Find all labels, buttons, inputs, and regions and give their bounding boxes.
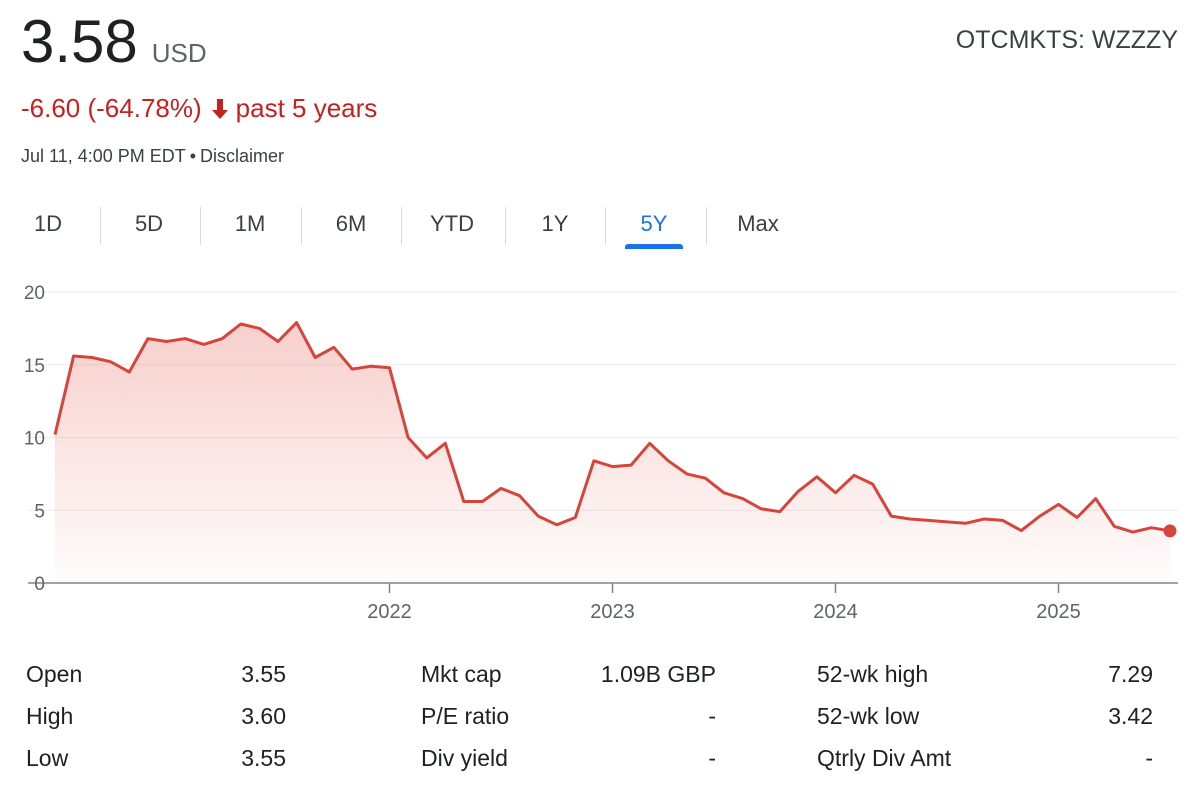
- price-header: 3.58 USD: [21, 12, 207, 72]
- price-area-fill: [55, 322, 1170, 583]
- stat-value-low: 3.55: [241, 745, 286, 771]
- tab-1m[interactable]: 1M: [210, 203, 290, 245]
- price-chart[interactable]: 0 5 10 15 20 2022 2023 2024 2025: [0, 270, 1200, 630]
- tab-5y[interactable]: 5Y: [614, 203, 694, 249]
- x-tick-label: 2022: [367, 601, 412, 623]
- stat-value-52-wk-low: 3.42: [1108, 703, 1153, 729]
- stat-label-qtrly-div-amt: Qtrly Div Amt: [817, 745, 952, 771]
- tab-label: YTD: [430, 211, 474, 236]
- stat-label-open: Open: [26, 661, 83, 687]
- tab-label: Max: [737, 211, 779, 236]
- y-tick-label: 5: [34, 501, 45, 522]
- stat-value-p-e-ratio: -: [708, 703, 716, 729]
- price-change: -6.60 (-64.78%) past 5 years: [21, 93, 377, 124]
- disclaimer-link[interactable]: Disclaimer: [200, 146, 285, 166]
- tab-divider: [301, 207, 302, 245]
- tab-divider: [706, 207, 707, 245]
- price-line: [53, 321, 1171, 534]
- y-tick-label: 10: [24, 429, 45, 450]
- active-tab-indicator: [625, 244, 683, 249]
- quote-timestamp: Jul 11, 4:00 PM EDT • Disclaimer: [21, 146, 284, 167]
- y-tick-label: 20: [24, 283, 45, 304]
- tab-label: 1M: [234, 211, 266, 236]
- arrow-down-icon: [210, 98, 230, 120]
- tab-6m[interactable]: 6M: [311, 203, 391, 245]
- tab-label: 5Y: [640, 211, 668, 236]
- range-tabs: 1D 5D 1M 6M YTD 1Y 5Y Max: [0, 203, 820, 251]
- ticker-symbol: OTCMKTS: WZZZY: [955, 26, 1178, 54]
- x-tick-label: 2023: [590, 601, 635, 623]
- tab-1y[interactable]: 1Y: [515, 203, 595, 245]
- timestamp-text: Jul 11, 4:00 PM EDT: [21, 146, 186, 166]
- stat-label-mkt-cap: Mkt cap: [421, 661, 502, 687]
- separator-dot: •: [189, 146, 197, 166]
- tab-label: 6M: [335, 211, 367, 236]
- tab-divider: [200, 207, 201, 245]
- stat-value-div-yield: -: [708, 745, 716, 771]
- currency-label: USD: [151, 38, 207, 68]
- x-tick-label: 2025: [1036, 601, 1081, 623]
- change-value: -6.60 (-64.78%): [21, 93, 202, 123]
- stat-label-52-wk-high: 52-wk high: [817, 661, 929, 687]
- tab-divider: [100, 207, 101, 245]
- tab-1d[interactable]: 1D: [8, 203, 88, 245]
- stat-value-qtrly-div-amt: -: [1145, 745, 1153, 771]
- stat-value-high: 3.60: [241, 703, 286, 729]
- tab-divider: [505, 207, 506, 245]
- tab-ytd[interactable]: YTD: [412, 203, 492, 245]
- current-price: 3.58: [21, 8, 138, 75]
- tab-divider: [605, 207, 606, 245]
- stat-label-p-e-ratio: P/E ratio: [421, 703, 510, 729]
- tab-label: 1D: [33, 211, 63, 236]
- stat-label-high: High: [26, 703, 74, 729]
- current-price-marker: [1163, 524, 1177, 538]
- stat-label-52-wk-low: 52-wk low: [817, 703, 920, 729]
- x-tick-label: 2024: [813, 601, 858, 623]
- tab-5d[interactable]: 5D: [109, 203, 189, 245]
- tab-max[interactable]: Max: [718, 203, 798, 245]
- stat-label-div-yield: Div yield: [421, 745, 508, 771]
- y-tick-label: 15: [24, 356, 45, 377]
- tab-divider: [401, 207, 402, 245]
- stat-value-52-wk-high: 7.29: [1108, 661, 1153, 687]
- stat-label-low: Low: [26, 745, 69, 771]
- stat-value-mkt-cap: 1.09B GBP: [600, 661, 716, 687]
- tab-label: 1Y: [541, 211, 569, 236]
- tab-label: 5D: [134, 211, 164, 236]
- change-period: past 5 years: [235, 93, 378, 123]
- stat-value-open: 3.55: [241, 661, 286, 687]
- y-tick-label: 0: [34, 574, 45, 595]
